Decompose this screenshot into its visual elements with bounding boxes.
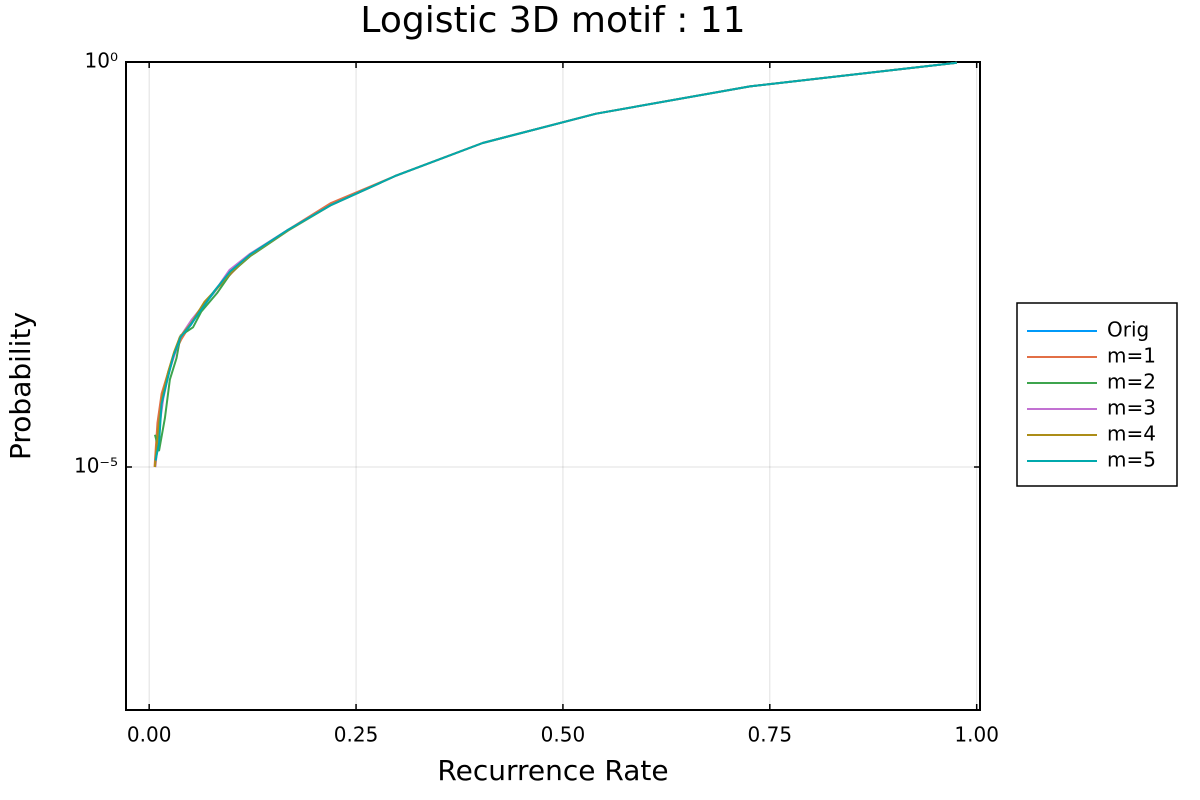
- legend-label: m=1: [1107, 344, 1156, 368]
- x-axis-label: Recurrence Rate: [437, 754, 668, 787]
- legend-label: m=3: [1107, 396, 1156, 420]
- legend-label: m=2: [1107, 370, 1156, 394]
- x-tick-label: 0.50: [541, 723, 586, 747]
- series-line: [154, 61, 957, 461]
- chart-title: Logistic 3D motif : 11: [360, 0, 745, 41]
- series-line: [153, 61, 957, 452]
- legend-label: m=4: [1107, 422, 1156, 446]
- x-tick-label: 0.75: [748, 723, 793, 747]
- y-tick-label: 10⁻⁵: [74, 454, 118, 478]
- legend-label: m=5: [1107, 448, 1156, 472]
- legend-label: Orig: [1107, 318, 1149, 342]
- y-axis-label: Probability: [4, 312, 37, 460]
- legend-box: [1016, 302, 1178, 487]
- x-tick-label: 0.00: [127, 723, 172, 747]
- y-tick-label: 10⁰: [85, 49, 118, 73]
- plot-frame: [125, 61, 981, 711]
- x-tick-label: 0.25: [334, 723, 379, 747]
- x-tick-label: 1.00: [954, 723, 999, 747]
